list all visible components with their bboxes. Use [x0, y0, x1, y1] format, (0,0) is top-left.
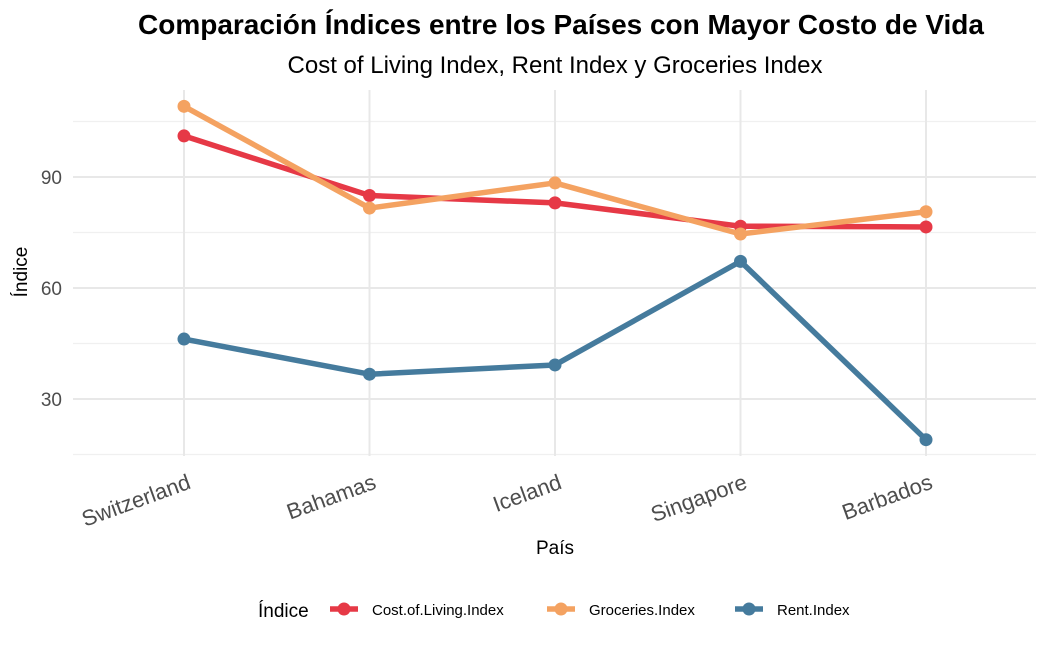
- data-point: [919, 220, 933, 234]
- data-point: [177, 129, 191, 143]
- x-axis-label: País: [536, 538, 574, 559]
- data-point: [734, 227, 747, 241]
- x-tick-label: Singapore: [647, 469, 750, 527]
- data-point: [919, 205, 933, 219]
- x-tick-label: Switzerland: [78, 469, 193, 531]
- data-point: [734, 254, 747, 268]
- data-point: [363, 201, 376, 215]
- legend: Índice Cost.of.Living.Index Groceries.Ind…: [258, 601, 850, 622]
- y-tick-label: 90: [41, 168, 62, 189]
- x-tick-label: Bahamas: [283, 469, 379, 524]
- data-point: [548, 196, 562, 210]
- y-tick-label: 30: [41, 390, 62, 411]
- series-groceries-index: [177, 99, 933, 241]
- legend-label: Rent.Index: [777, 602, 850, 619]
- legend-item: Cost.of.Living.Index: [330, 602, 504, 619]
- data-point: [548, 176, 562, 190]
- legend-key-point: [554, 602, 568, 616]
- data-point: [177, 99, 191, 113]
- legend-item: Groceries.Index: [547, 602, 695, 619]
- y-axis-label: Índice: [11, 247, 32, 298]
- data-point: [363, 367, 376, 381]
- data-point: [363, 189, 376, 202]
- grid: [73, 90, 1036, 456]
- data-point: [919, 433, 933, 447]
- x-tick-label: Barbados: [839, 469, 936, 525]
- legend-item: Rent.Index: [735, 602, 850, 619]
- data-point: [548, 358, 562, 372]
- legend-title: Índice: [258, 601, 309, 622]
- data-point: [177, 332, 191, 346]
- y-axis-ticks: 30 60 90: [41, 168, 62, 411]
- legend-label: Groceries.Index: [589, 602, 695, 619]
- y-tick-label: 60: [41, 279, 62, 300]
- series-lines: [177, 99, 933, 447]
- legend-label: Cost.of.Living.Index: [372, 602, 504, 619]
- chart-title: Comparación Índices entre los Países con…: [138, 9, 984, 40]
- series-rent-index: [177, 254, 933, 447]
- chart-subtitle: Cost of Living Index, Rent Index y Groce…: [288, 52, 823, 79]
- legend-key-point: [337, 602, 351, 616]
- legend-key-point: [742, 602, 756, 616]
- x-axis-ticks: Switzerland Bahamas Iceland Singapore Barbad…: [78, 469, 935, 531]
- x-tick-label: Iceland: [489, 469, 564, 517]
